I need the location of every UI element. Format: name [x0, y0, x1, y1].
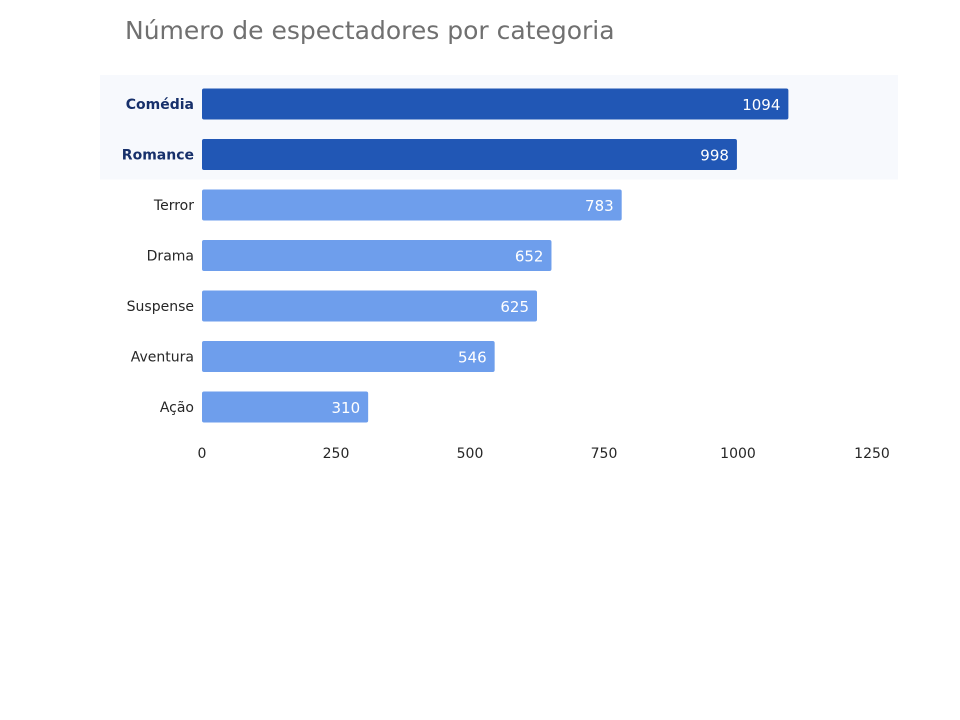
value-label-3: 652: [515, 248, 544, 266]
x-tick-label-0: 0: [198, 446, 207, 462]
bars-group: [202, 88, 789, 423]
category-label-2: Terror: [153, 198, 194, 214]
bar-4: [202, 290, 537, 322]
value-label-5: 546: [458, 349, 487, 367]
category-labels-group: Comédia Romance Terror Drama Suspense Aventur…: [122, 97, 194, 416]
category-label-5: Aventura: [131, 350, 194, 366]
value-label-0: 1094: [742, 96, 780, 114]
bar-2: [202, 189, 622, 221]
bar-6: [202, 391, 369, 423]
chart-title: Número de espectadores por categoria: [125, 16, 615, 45]
category-label-6: Ação: [160, 400, 194, 416]
category-label-1: Romance: [122, 148, 194, 164]
bar-5: [202, 341, 495, 372]
bar-3: [202, 240, 552, 271]
category-label-4: Suspense: [127, 299, 194, 315]
x-tick-label-2: 500: [457, 446, 484, 462]
x-tick-label-3: 750: [591, 446, 618, 462]
x-tick-label-4: 1000: [720, 446, 756, 462]
bar-0: [202, 88, 789, 120]
value-label-4: 625: [500, 298, 529, 316]
value-label-2: 783: [585, 197, 614, 215]
category-label-0: Comédia: [126, 97, 194, 113]
value-label-6: 310: [332, 399, 361, 417]
category-label-3: Drama: [147, 249, 194, 265]
x-tick-label-1: 250: [323, 446, 350, 462]
x-axis-ticks-group: 0 250 500 750 1000 1250: [198, 446, 890, 462]
bar-1: [202, 139, 737, 170]
x-tick-label-5: 1250: [854, 446, 890, 462]
value-labels-group: 1094 998 783 652 625 546 310: [332, 96, 781, 417]
value-label-1: 998: [700, 147, 729, 165]
